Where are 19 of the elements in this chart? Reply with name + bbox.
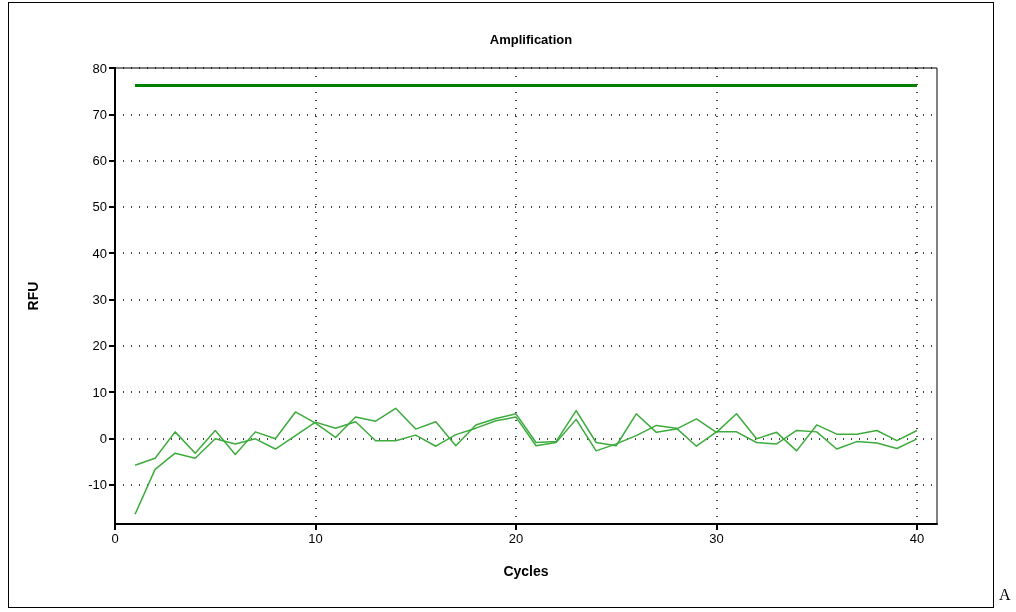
y-axis-title: RFU [25, 281, 41, 311]
x-tick-label: 40 [909, 531, 925, 546]
text: A [999, 586, 1011, 604]
x-tick-label: 0 [111, 531, 119, 546]
y-tick-label: -10 [88, 477, 107, 493]
x-tick-label: 30 [709, 531, 724, 546]
y-tick-label: 0 [99, 430, 107, 446]
y-tick-label: 80 [92, 60, 107, 76]
chart-title: Amplification [489, 32, 573, 47]
y-tick-label: 70 [92, 106, 107, 122]
x-tick-label: 10 [308, 531, 323, 546]
y-tick-label: 20 [92, 338, 107, 354]
y-tick-label: 10 [92, 384, 107, 400]
y-tick-label: 30 [92, 291, 107, 307]
x-axis-title: Cycles [503, 563, 549, 579]
x-tick-label: 20 [508, 531, 524, 546]
y-tick-label: 60 [92, 153, 107, 169]
y-tick-label: 50 [92, 199, 107, 215]
y-tick-label: 40 [92, 245, 107, 261]
